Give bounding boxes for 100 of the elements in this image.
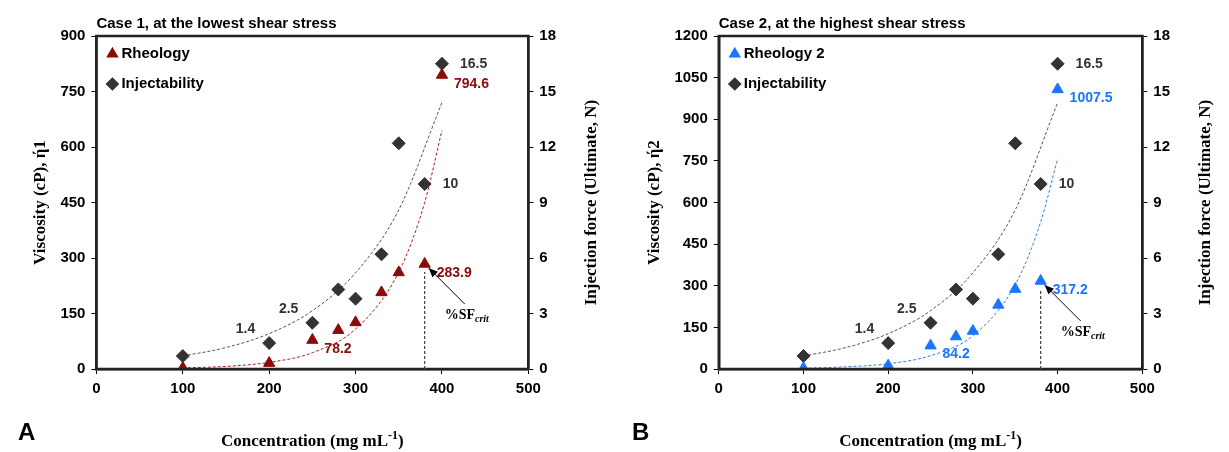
- point: [418, 256, 431, 268]
- x-tick-label: 500: [515, 379, 541, 397]
- y-tick-label: 150: [60, 303, 86, 321]
- point: [263, 356, 276, 367]
- data-label: 1.4: [854, 319, 875, 336]
- y2-tick-label: 3: [539, 303, 548, 321]
- y-tick-label: 450: [60, 192, 86, 210]
- x-tick-label: 100: [790, 379, 816, 397]
- y2-tick-label: 15: [1153, 81, 1170, 99]
- legend-label: Injectability: [743, 74, 827, 92]
- point: [966, 323, 980, 335]
- x-tick-label: 0: [714, 379, 723, 397]
- point: [948, 282, 963, 297]
- data-label: 1007.5: [1069, 89, 1113, 106]
- data-label: 16.5: [1075, 54, 1104, 71]
- point: [305, 315, 320, 330]
- point: [435, 68, 449, 79]
- point: [881, 336, 896, 351]
- x-tick-label: 400: [1045, 379, 1071, 397]
- x-tick-label: 500: [1129, 379, 1155, 397]
- y-tick-label: 750: [682, 151, 708, 169]
- data-label: 2.5: [278, 299, 299, 316]
- point: [375, 285, 388, 297]
- y-tick-label: 1200: [674, 26, 708, 44]
- legend-label: Injectability: [121, 74, 205, 92]
- x-tick-label: 200: [875, 379, 901, 397]
- y2-tick-label: 0: [1153, 359, 1162, 377]
- point: [349, 315, 362, 327]
- y-axis-title: Viscosity (cP), ή1: [29, 140, 49, 265]
- y-tick-label: 900: [60, 26, 86, 44]
- point: [306, 333, 319, 344]
- point: [1051, 82, 1064, 94]
- y2-tick-label: 15: [539, 81, 556, 99]
- y-axis-title: Viscosity (cP), ή2: [643, 140, 663, 265]
- y-tick-label: 450: [682, 234, 708, 252]
- data-label: 2.5: [897, 299, 917, 316]
- point: [175, 349, 190, 364]
- text: B: [632, 418, 650, 445]
- point: [1033, 177, 1048, 191]
- point: [417, 177, 432, 191]
- x-tick-label: 300: [343, 379, 369, 397]
- chart-title: Case 2, at the highest shear stress: [718, 13, 966, 31]
- point: [796, 349, 811, 364]
- x-tick-label: 100: [170, 379, 196, 397]
- y-tick-label: 750: [60, 81, 86, 99]
- point: [332, 323, 345, 334]
- data-label: 78.2: [324, 339, 352, 356]
- point: [991, 247, 1006, 262]
- data-label: 84.2: [942, 345, 970, 362]
- data-label: 10: [1058, 174, 1075, 191]
- data-label: 317.2: [1052, 280, 1088, 297]
- data-label: 283.9: [436, 263, 472, 280]
- y-tick-label: 0: [699, 359, 708, 377]
- y-tick-label: 600: [682, 192, 708, 210]
- point: [1008, 136, 1023, 151]
- point: [374, 247, 389, 262]
- data-label: 16.5: [459, 54, 488, 71]
- point: [1034, 273, 1047, 285]
- point: [391, 136, 406, 151]
- y2-tick-label: 6: [539, 248, 548, 266]
- data-label: 10: [442, 174, 459, 191]
- y2-tick-label: 12: [539, 137, 556, 155]
- point: [1009, 282, 1022, 293]
- y2-tick-label: 12: [1153, 137, 1170, 155]
- point: [348, 291, 363, 306]
- legend-label: Rheology 2: [743, 44, 825, 62]
- y2-tick-label: 0: [539, 359, 548, 377]
- y2-tick-label: 9: [1153, 192, 1162, 210]
- y2-tick-label: 9: [539, 192, 548, 210]
- y-tick-label: 0: [77, 359, 86, 377]
- y2-tick-label: 3: [1153, 303, 1162, 321]
- point: [965, 291, 980, 306]
- x-tick-label: 300: [960, 379, 986, 397]
- y-tick-label: 900: [682, 109, 708, 127]
- point: [1050, 56, 1065, 71]
- point: [923, 315, 938, 330]
- point: [992, 297, 1005, 309]
- x-tick-label: 400: [429, 379, 455, 397]
- chart-title: Case 1, at the lowest shear stress: [96, 13, 337, 31]
- text: A: [18, 418, 36, 445]
- y2-tick-label: 18: [1153, 26, 1170, 44]
- y-tick-label: 1050: [674, 67, 708, 85]
- data-label: 794.6: [453, 74, 490, 91]
- legend-label: Rheology: [121, 44, 191, 62]
- x-tick-label: 200: [256, 379, 282, 397]
- y-tick-label: 150: [682, 317, 708, 335]
- y2-tick-label: 6: [1153, 248, 1162, 266]
- point: [262, 336, 277, 351]
- y2-axis-title: Injection force (Ultimate, N): [1195, 99, 1215, 306]
- point: [924, 338, 937, 350]
- point: [949, 329, 963, 341]
- x-tick-label: 0: [92, 379, 101, 397]
- y2-tick-label: 18: [539, 26, 556, 44]
- y-tick-label: 300: [682, 275, 708, 293]
- data-label: 1.4: [235, 319, 256, 336]
- point: [331, 282, 346, 297]
- y-tick-label: 300: [60, 248, 86, 266]
- y2-axis-title: Injection force (Ultimate, N): [581, 99, 601, 306]
- point: [434, 56, 449, 71]
- y-tick-label: 600: [60, 137, 86, 155]
